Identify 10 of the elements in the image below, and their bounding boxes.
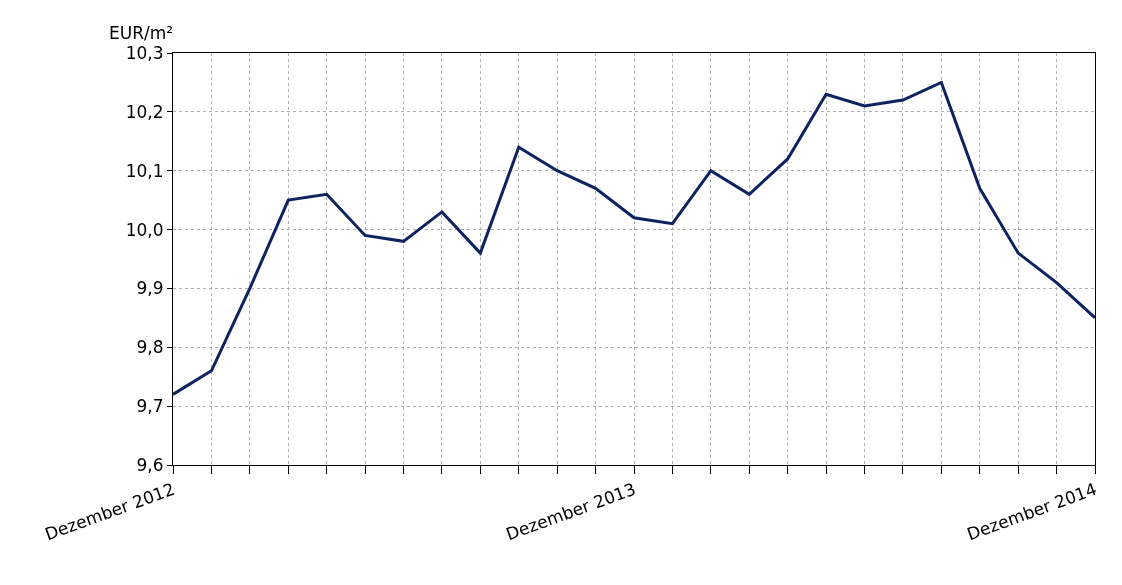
line-series bbox=[173, 80, 1095, 396]
y-tick-label: 10,3 bbox=[125, 42, 164, 63]
y-tick-label: 9,9 bbox=[136, 278, 164, 299]
y-tick-label: 10,0 bbox=[125, 219, 164, 240]
y-tick-label: 10,2 bbox=[125, 101, 164, 122]
y-tick-label: 10,1 bbox=[125, 160, 164, 181]
y-tick-label: 9,7 bbox=[136, 396, 164, 417]
y-tick-label: 9,8 bbox=[136, 337, 164, 358]
y-tick-label: 9,6 bbox=[136, 454, 164, 475]
y-axis-title: EUR/m² bbox=[109, 23, 174, 43]
